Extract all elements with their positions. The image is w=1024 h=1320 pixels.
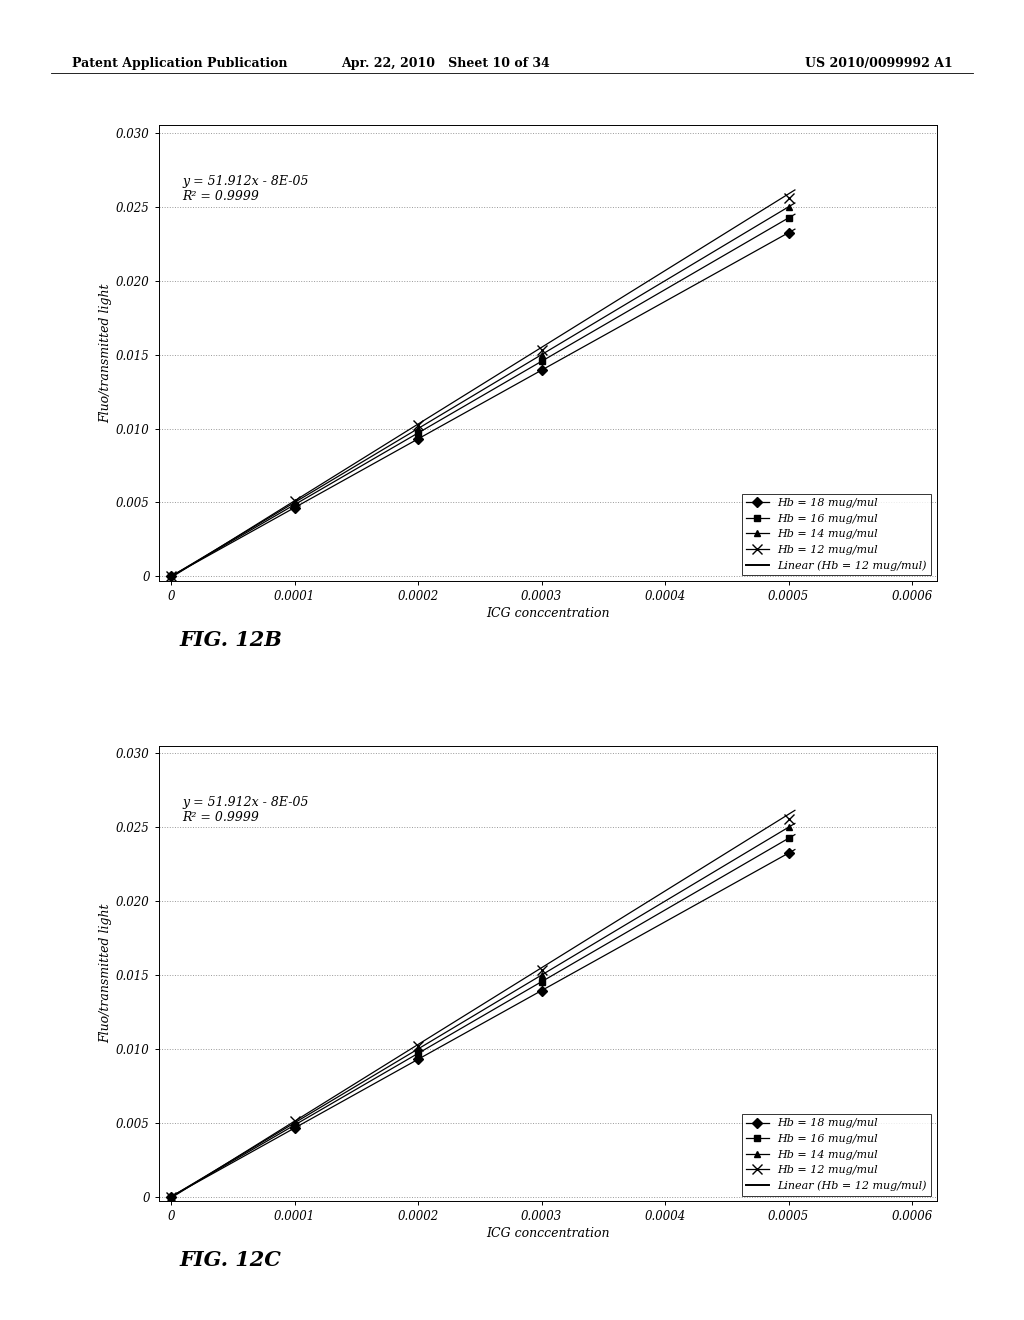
Text: FIG. 12C: FIG. 12C [179, 1250, 281, 1270]
Text: y = 51.912x - 8E-05
R² = 0.9999: y = 51.912x - 8E-05 R² = 0.9999 [182, 176, 308, 203]
Text: FIG. 12B: FIG. 12B [179, 630, 282, 649]
Text: Patent Application Publication: Patent Application Publication [72, 57, 287, 70]
X-axis label: ICG conccentration: ICG conccentration [486, 607, 609, 620]
Text: y = 51.912x - 8E-05
R² = 0.9999: y = 51.912x - 8E-05 R² = 0.9999 [182, 796, 308, 824]
Y-axis label: Fluo/transmitted light: Fluo/transmitted light [98, 904, 112, 1043]
Legend: Hb = 18 mug/mul, Hb = 16 mug/mul, Hb = 14 mug/mul, Hb = 12 mug/mul, Linear (Hb =: Hb = 18 mug/mul, Hb = 16 mug/mul, Hb = 1… [742, 1114, 932, 1196]
X-axis label: ICG conccentration: ICG conccentration [486, 1228, 609, 1241]
Legend: Hb = 18 mug/mul, Hb = 16 mug/mul, Hb = 14 mug/mul, Hb = 12 mug/mul, Linear (Hb =: Hb = 18 mug/mul, Hb = 16 mug/mul, Hb = 1… [742, 494, 932, 576]
Text: Apr. 22, 2010   Sheet 10 of 34: Apr. 22, 2010 Sheet 10 of 34 [341, 57, 550, 70]
Y-axis label: Fluo/transmitted light: Fluo/transmitted light [98, 284, 112, 422]
Text: US 2010/0099992 A1: US 2010/0099992 A1 [805, 57, 952, 70]
